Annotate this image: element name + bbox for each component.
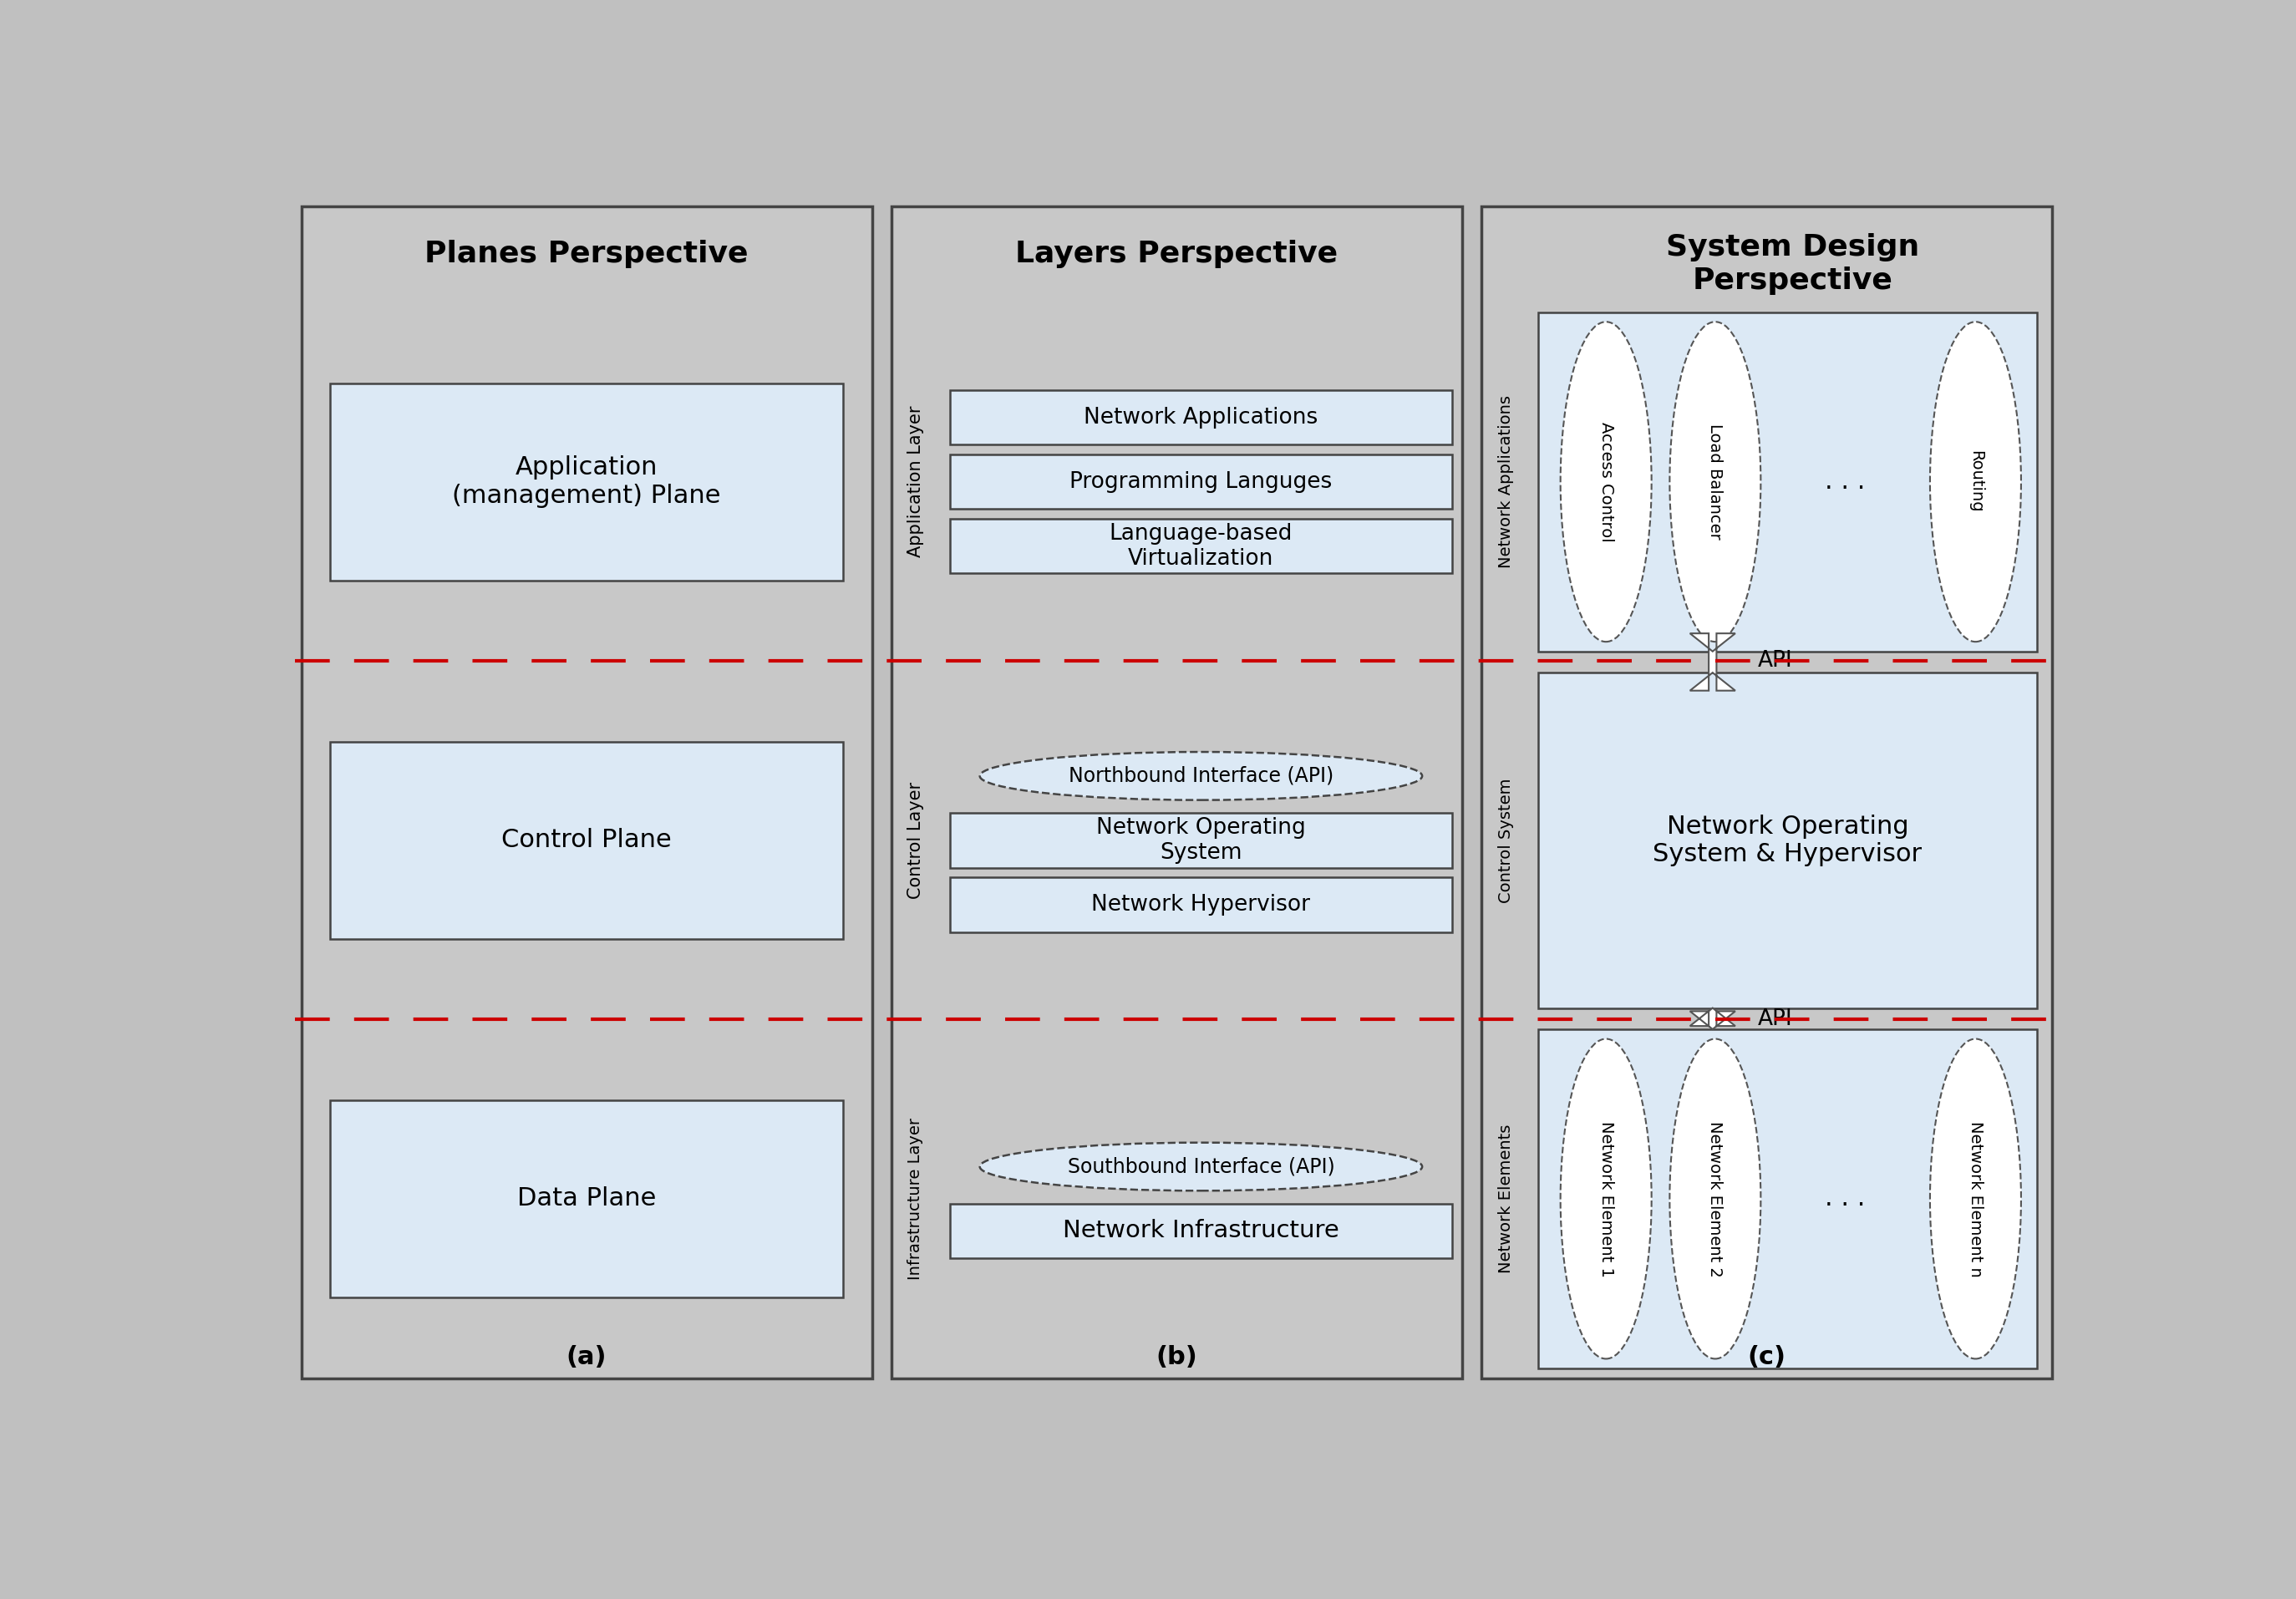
Text: Control Plane: Control Plane bbox=[501, 828, 673, 852]
Ellipse shape bbox=[1931, 1039, 2020, 1359]
Text: Infrastructure Layer: Infrastructure Layer bbox=[907, 1118, 923, 1279]
Bar bbox=[951, 812, 1453, 868]
Text: Network Applications: Network Applications bbox=[1084, 406, 1318, 429]
Bar bbox=[951, 878, 1453, 932]
Text: (c): (c) bbox=[1747, 1345, 1786, 1370]
Bar bbox=[1538, 673, 2037, 1007]
Text: Application
(management) Plane: Application (management) Plane bbox=[452, 456, 721, 508]
Text: Layers Perspective: Layers Perspective bbox=[1015, 240, 1339, 269]
Polygon shape bbox=[1690, 1007, 1736, 1030]
Text: API: API bbox=[1759, 1009, 1793, 1030]
Text: (b): (b) bbox=[1155, 1345, 1199, 1370]
Text: Network Element 2: Network Element 2 bbox=[1708, 1121, 1722, 1278]
Bar bbox=[951, 454, 1453, 508]
Bar bbox=[1538, 312, 2037, 651]
Text: API: API bbox=[1759, 651, 1793, 672]
Text: Application Layer: Application Layer bbox=[907, 406, 923, 558]
Bar bbox=[331, 384, 843, 580]
Text: Network Applications: Network Applications bbox=[1497, 395, 1513, 568]
Text: Language-based
Virtualization: Language-based Virtualization bbox=[1109, 523, 1293, 569]
Bar bbox=[1481, 206, 2053, 1378]
Text: Network Elements: Network Elements bbox=[1497, 1124, 1513, 1273]
Text: Routing: Routing bbox=[1968, 451, 1984, 513]
Text: Load Balancer: Load Balancer bbox=[1708, 424, 1722, 540]
Polygon shape bbox=[1690, 633, 1736, 691]
Bar bbox=[951, 1204, 1453, 1258]
Text: (a): (a) bbox=[567, 1345, 606, 1370]
Bar bbox=[331, 1100, 843, 1297]
Text: Network Element 1: Network Element 1 bbox=[1598, 1121, 1614, 1278]
Text: Network Operating
System & Hypervisor: Network Operating System & Hypervisor bbox=[1653, 814, 1922, 867]
Bar bbox=[331, 742, 843, 939]
Text: Data Plane: Data Plane bbox=[517, 1186, 657, 1210]
Text: Southbound Interface (API): Southbound Interface (API) bbox=[1068, 1156, 1334, 1177]
Text: Access Control: Access Control bbox=[1598, 422, 1614, 542]
Text: Control Layer: Control Layer bbox=[907, 782, 923, 899]
Text: Network Element n: Network Element n bbox=[1968, 1121, 1984, 1278]
Text: Northbound Interface (API): Northbound Interface (API) bbox=[1068, 766, 1334, 787]
Text: Programming Languges: Programming Languges bbox=[1070, 472, 1332, 492]
Bar bbox=[301, 206, 872, 1378]
Text: . . .: . . . bbox=[1825, 1186, 1867, 1210]
Text: . . .: . . . bbox=[1825, 470, 1867, 494]
Text: Network Hypervisor: Network Hypervisor bbox=[1091, 894, 1311, 916]
Ellipse shape bbox=[1561, 1039, 1651, 1359]
Ellipse shape bbox=[980, 752, 1421, 800]
Text: System Design
Perspective: System Design Perspective bbox=[1667, 233, 1919, 294]
Text: Control System: Control System bbox=[1497, 777, 1513, 903]
Ellipse shape bbox=[1669, 321, 1761, 641]
Text: Network Infrastructure: Network Infrastructure bbox=[1063, 1220, 1339, 1242]
Ellipse shape bbox=[980, 1143, 1421, 1191]
Ellipse shape bbox=[1931, 321, 2020, 641]
Ellipse shape bbox=[1669, 1039, 1761, 1359]
Bar bbox=[951, 390, 1453, 445]
Bar bbox=[951, 518, 1453, 574]
Text: Planes Perspective: Planes Perspective bbox=[425, 240, 748, 269]
Ellipse shape bbox=[1561, 321, 1651, 641]
Bar bbox=[1538, 1030, 2037, 1369]
Text: Network Operating
System: Network Operating System bbox=[1095, 817, 1306, 863]
Bar bbox=[891, 206, 1463, 1378]
